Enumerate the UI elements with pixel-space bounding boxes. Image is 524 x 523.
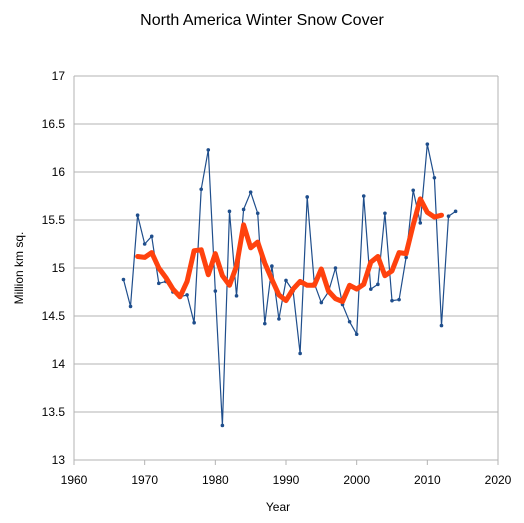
data-point <box>220 423 225 428</box>
data-point <box>248 190 253 194</box>
x-tick-label: 2000 <box>343 473 370 487</box>
data-point <box>192 320 196 325</box>
data-point <box>347 319 352 324</box>
chart-title: North America Winter Snow Cover <box>140 12 384 29</box>
data-point <box>270 264 274 268</box>
data-point <box>383 211 387 216</box>
series-group <box>121 142 458 428</box>
y-tick-label: 16 <box>52 165 66 179</box>
y-tick-label: 13 <box>52 453 66 467</box>
data-point <box>135 213 140 217</box>
axes <box>73 76 499 465</box>
x-tick-label: 1970 <box>131 473 158 487</box>
x-tick-labels: 1960 1970 1980 1990 2000 2010 2020 <box>61 473 512 487</box>
data-point <box>390 298 394 303</box>
data-point <box>157 281 161 286</box>
data-point <box>333 266 338 270</box>
data-point <box>199 187 203 192</box>
data-point <box>425 142 430 146</box>
data-point <box>319 300 324 305</box>
data-point <box>453 209 458 214</box>
data-point <box>277 317 281 321</box>
data-point <box>411 188 416 193</box>
y-tick-label: 15 <box>52 261 66 275</box>
annual-snow-cover-line <box>122 143 457 426</box>
y-tick-label: 13.5 <box>42 405 66 419</box>
x-tick-label: 2020 <box>485 473 512 487</box>
x-tick-label: 1980 <box>202 473 229 487</box>
data-point <box>418 221 423 225</box>
data-point <box>446 214 451 218</box>
data-point <box>397 297 401 302</box>
data-point <box>298 351 302 356</box>
data-point <box>128 304 133 309</box>
x-tick-label: 1990 <box>273 473 300 487</box>
smoothed-snow-cover-line <box>135 196 444 305</box>
data-point <box>361 194 366 198</box>
x-tick-label: 2010 <box>414 473 441 487</box>
data-point <box>369 287 373 291</box>
data-point <box>432 175 437 180</box>
gridlines <box>74 75 498 461</box>
data-point <box>305 195 310 199</box>
data-point <box>354 332 359 337</box>
y-tick-label: 15.5 <box>42 213 66 227</box>
data-point <box>284 278 288 283</box>
data-point <box>121 277 126 282</box>
x-tick-label: 1960 <box>61 473 88 487</box>
data-point <box>263 321 267 326</box>
data-point <box>439 323 444 328</box>
y-tick-label: 16.5 <box>42 117 66 131</box>
data-point <box>234 294 239 298</box>
data-point <box>213 289 218 293</box>
data-point <box>241 207 246 212</box>
data-point <box>206 148 211 152</box>
y-tick-label: 14.5 <box>42 309 66 323</box>
y-tick-labels: 13 13.5 14 14.5 15 15.5 16 16.5 17 <box>42 69 66 467</box>
data-point <box>185 293 189 297</box>
data-point <box>376 282 380 287</box>
data-point <box>227 209 232 214</box>
data-point <box>149 234 154 239</box>
data-point <box>255 211 260 216</box>
data-point <box>142 242 147 246</box>
y-tick-label: 14 <box>52 357 66 371</box>
x-axis-label: Year <box>265 500 291 514</box>
y-tick-label: 17 <box>52 69 66 83</box>
data-point <box>404 255 408 260</box>
